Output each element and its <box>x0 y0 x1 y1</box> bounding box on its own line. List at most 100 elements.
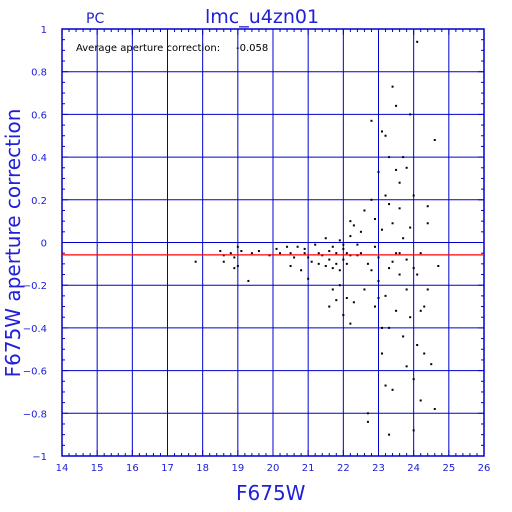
data-point <box>324 237 327 240</box>
x-tick-label: 22 <box>337 463 350 474</box>
data-point <box>342 314 345 317</box>
data-point <box>416 40 419 43</box>
data-point <box>363 209 366 212</box>
data-point <box>416 273 419 276</box>
data-point <box>279 252 282 255</box>
data-point <box>370 269 373 272</box>
data-point <box>409 316 412 319</box>
data-point <box>412 267 415 270</box>
x-axis-title: F675W <box>236 481 306 505</box>
y-tick-label: −1 <box>32 452 47 463</box>
data-point <box>342 243 345 246</box>
data-point <box>314 243 317 246</box>
data-point <box>419 309 422 312</box>
data-point <box>335 252 338 255</box>
data-point <box>377 279 380 282</box>
data-point <box>409 113 412 116</box>
x-tick-label: 17 <box>161 463 174 474</box>
y-tick-label: 0.4 <box>31 153 47 164</box>
data-point <box>331 245 334 248</box>
x-tick-label: 20 <box>267 463 280 474</box>
x-tick-label: 25 <box>442 463 455 474</box>
data-point <box>324 264 327 267</box>
data-point <box>409 226 412 229</box>
x-tick-label: 26 <box>478 463 491 474</box>
y-tick-label: 0.8 <box>31 68 47 79</box>
data-point <box>416 343 419 346</box>
data-point <box>233 267 236 270</box>
data-point <box>373 245 376 248</box>
data-point <box>388 267 391 270</box>
y-axis-title: F675W aperture correction <box>1 109 25 378</box>
data-point <box>342 247 345 250</box>
x-tick-label: 14 <box>56 463 69 474</box>
data-point <box>426 222 429 225</box>
data-point <box>373 218 376 221</box>
y-tick-label: −0.6 <box>23 367 47 378</box>
data-point <box>370 198 373 201</box>
data-point <box>229 252 232 255</box>
data-point <box>194 260 197 263</box>
data-point <box>317 262 320 265</box>
data-point <box>359 230 362 233</box>
data-point <box>349 235 352 238</box>
data-point <box>423 352 426 355</box>
y-tick-label: 1 <box>41 25 47 36</box>
data-point <box>345 252 348 255</box>
data-point <box>388 156 391 159</box>
data-point <box>370 119 373 122</box>
data-points <box>194 40 440 436</box>
data-point <box>328 305 331 308</box>
data-point <box>433 139 436 142</box>
data-point <box>398 273 401 276</box>
data-point <box>219 250 222 253</box>
data-point <box>328 258 331 261</box>
data-point <box>381 130 384 133</box>
data-point <box>391 222 394 225</box>
data-point <box>307 277 310 280</box>
data-point <box>437 264 440 267</box>
data-point <box>402 335 405 338</box>
data-point <box>300 269 303 272</box>
data-point <box>317 252 320 255</box>
grid-lines <box>61 28 485 457</box>
data-point <box>275 247 278 250</box>
data-point <box>345 262 348 265</box>
data-point <box>250 252 253 255</box>
data-point <box>342 258 345 261</box>
data-point <box>388 433 391 436</box>
data-point <box>405 288 408 291</box>
y-tick-label: −0.2 <box>23 281 47 292</box>
data-point <box>307 256 310 259</box>
data-point <box>303 247 306 250</box>
data-point <box>426 205 429 208</box>
data-point <box>391 388 394 391</box>
data-point <box>391 85 394 88</box>
data-point <box>363 288 366 291</box>
data-point <box>430 363 433 366</box>
data-point <box>398 252 401 255</box>
data-point <box>405 258 408 261</box>
annotation-value: -0.058 <box>236 43 268 54</box>
data-point <box>222 260 225 263</box>
data-point <box>257 250 260 253</box>
data-point <box>395 168 398 171</box>
data-point <box>412 429 415 432</box>
data-point <box>366 412 369 415</box>
x-tick-label: 21 <box>302 463 315 474</box>
data-point <box>381 352 384 355</box>
data-point <box>366 262 369 265</box>
data-point <box>247 279 250 282</box>
data-point <box>310 260 313 263</box>
y-tick-label: 0.2 <box>31 196 47 207</box>
data-point <box>384 384 387 387</box>
data-point <box>426 288 429 291</box>
data-point <box>345 297 348 300</box>
tick-marks <box>61 28 485 457</box>
data-point <box>328 250 331 253</box>
y-tick-labels: 1 0.8 0.6 0.4 0.2 0 −0.2 −0.4 −0.6 −0.8 −1 <box>23 25 47 463</box>
data-point <box>303 252 306 255</box>
data-point <box>398 207 401 210</box>
data-point <box>384 194 387 197</box>
